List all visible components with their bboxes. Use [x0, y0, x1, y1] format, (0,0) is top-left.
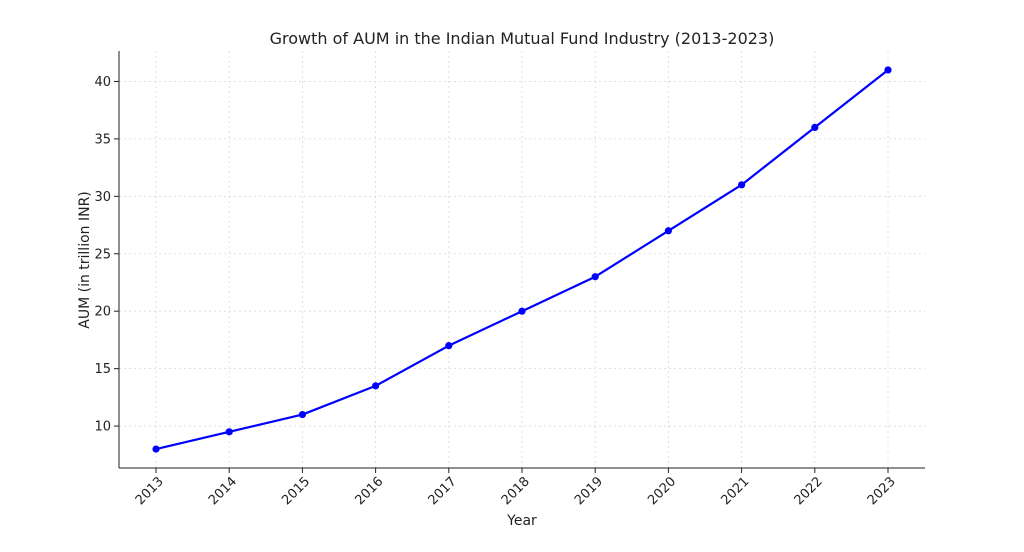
x-tick-label-2021: 2021 [718, 474, 752, 508]
x-tick-label-2018: 2018 [499, 474, 533, 508]
x-tick-label-2017: 2017 [426, 474, 460, 508]
x-tick-label-2023: 2023 [865, 474, 899, 508]
data-point-2014 [225, 428, 233, 436]
x-tick-label-2016: 2016 [352, 474, 386, 508]
chart-title: Growth of AUM in the Indian Mutual Fund … [270, 29, 775, 48]
series-group [152, 66, 892, 453]
data-point-2023 [884, 66, 892, 74]
x-tick-label-2015: 2015 [279, 474, 313, 508]
data-point-2022 [811, 123, 819, 131]
y-tick-label-20: 20 [94, 305, 111, 320]
y-axis-label: AUM (in trillion INR) [77, 191, 93, 329]
x-tick-label-2014: 2014 [206, 474, 240, 508]
y-tick-label-25: 25 [94, 247, 111, 262]
data-point-2013 [152, 445, 160, 453]
data-point-2018 [518, 307, 526, 315]
data-point-2019 [591, 273, 599, 281]
data-point-2020 [664, 227, 673, 235]
x-tick-label-2019: 2019 [572, 474, 606, 508]
x-tick-label-2022: 2022 [792, 474, 826, 508]
x-tick-label-2020: 2020 [645, 474, 679, 508]
data-point-2015 [298, 410, 306, 419]
x-axis-ticks: 2013 2014 2015 2016 2017 2018 2019 2020 2021 2022… [133, 468, 899, 508]
y-tick-label-10: 10 [94, 420, 111, 435]
data-point-2016 [372, 382, 380, 390]
x-tick-label-2013: 2013 [133, 474, 167, 508]
y-tick-label-40: 40 [94, 75, 111, 90]
grid [119, 51, 925, 468]
x-axis-label: Year [506, 513, 537, 529]
data-point-2021 [738, 181, 746, 189]
axes [118, 51, 925, 469]
data-point-2017 [445, 342, 453, 350]
y-tick-label-35: 35 [94, 132, 111, 147]
y-axis-ticks: 10 15 20 25 30 35 40 [94, 75, 119, 435]
y-tick-label-15: 15 [94, 362, 111, 377]
y-tick-label-30: 30 [94, 190, 111, 205]
